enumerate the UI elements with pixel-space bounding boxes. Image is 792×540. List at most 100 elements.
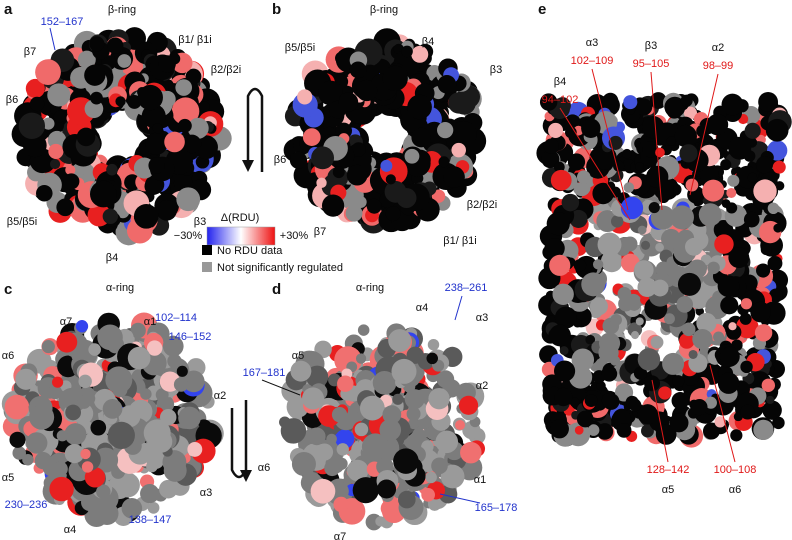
surface-blob bbox=[679, 333, 695, 349]
surface-blob bbox=[641, 240, 651, 250]
surface-blob bbox=[721, 93, 744, 116]
label: α7 bbox=[334, 531, 346, 540]
label: β6 bbox=[6, 94, 18, 106]
surface-blob bbox=[622, 236, 638, 252]
surface-blob bbox=[366, 198, 382, 214]
surface-blob bbox=[642, 141, 659, 158]
surface-blob bbox=[160, 408, 177, 426]
leader-line bbox=[650, 71, 663, 211]
surface-blob bbox=[589, 297, 608, 316]
surface-blob bbox=[143, 419, 171, 447]
surface-blob bbox=[581, 118, 601, 138]
leader-line bbox=[261, 379, 301, 396]
surface-blob bbox=[316, 177, 327, 188]
surface-blob bbox=[375, 516, 386, 527]
surface-blob bbox=[164, 131, 185, 153]
surface-blob bbox=[641, 424, 654, 438]
surface-blob bbox=[719, 346, 740, 367]
surface-blob bbox=[114, 472, 140, 498]
surface-blob bbox=[421, 487, 435, 502]
surface-blob bbox=[145, 132, 168, 155]
surface-blob bbox=[398, 490, 416, 509]
surface-blob bbox=[280, 418, 307, 444]
surface-blob bbox=[305, 365, 329, 388]
surface-blob bbox=[740, 298, 753, 310]
label: α5 bbox=[292, 350, 304, 362]
surface-blob bbox=[372, 370, 397, 395]
surface-blob bbox=[95, 501, 119, 525]
surface-blob bbox=[84, 467, 106, 488]
label: Not significantly regulated bbox=[217, 262, 343, 274]
surface-blob bbox=[310, 478, 336, 504]
surface-blob bbox=[664, 96, 686, 118]
surface-blob bbox=[549, 324, 571, 347]
surface-blob bbox=[727, 174, 740, 187]
label: α6 bbox=[2, 350, 14, 362]
surface-blob bbox=[448, 92, 470, 114]
surface-blob bbox=[89, 36, 105, 52]
surface-blob bbox=[574, 425, 584, 435]
label: 138–147 bbox=[129, 514, 172, 526]
surface-blob bbox=[637, 404, 658, 425]
surface-blob bbox=[48, 143, 64, 159]
label: e bbox=[538, 1, 546, 18]
surface-blob bbox=[688, 349, 698, 359]
surface-blob bbox=[696, 312, 717, 334]
surface-blob bbox=[321, 194, 345, 217]
surface-blob bbox=[696, 124, 710, 138]
surface-blob bbox=[666, 136, 677, 146]
surface-blob bbox=[561, 193, 580, 212]
surface-blob bbox=[53, 110, 66, 123]
surface-blob bbox=[42, 117, 55, 130]
surface-blob bbox=[637, 277, 657, 298]
surface-blob bbox=[623, 182, 635, 193]
surface-blob bbox=[406, 346, 424, 364]
label: α3 bbox=[586, 37, 598, 49]
surface-blob bbox=[548, 122, 564, 138]
surface-blob bbox=[118, 405, 141, 428]
label: α4 bbox=[64, 524, 76, 536]
label: α2 bbox=[712, 42, 724, 54]
surface-blob bbox=[571, 348, 595, 372]
label: 95–105 bbox=[633, 58, 670, 70]
surface-blob bbox=[676, 296, 694, 313]
surface-blob bbox=[761, 378, 776, 393]
surface-blob bbox=[601, 392, 617, 408]
surface-blob bbox=[307, 427, 326, 446]
surface-blob bbox=[291, 452, 316, 477]
label: No RDU data bbox=[217, 245, 283, 257]
surface-blob bbox=[140, 484, 160, 504]
surface-blob bbox=[102, 208, 119, 224]
surface-blob bbox=[637, 348, 661, 371]
surface-blob bbox=[173, 377, 189, 392]
surface-blob bbox=[359, 395, 385, 421]
leader-line bbox=[49, 27, 56, 51]
surface-blob bbox=[382, 65, 408, 92]
surface-blob bbox=[406, 406, 421, 421]
surface-blob bbox=[176, 187, 201, 212]
surface-blob bbox=[421, 440, 434, 453]
surface-blob bbox=[552, 283, 574, 305]
surface-blob bbox=[290, 360, 312, 382]
surface-blob bbox=[596, 423, 614, 440]
surface-blob bbox=[140, 388, 152, 400]
surface-blob bbox=[56, 198, 75, 217]
surface-blob bbox=[628, 398, 642, 412]
surface-blob bbox=[714, 234, 734, 254]
surface-blob bbox=[681, 322, 696, 337]
surface-blob bbox=[12, 446, 26, 460]
surface-blob bbox=[554, 306, 577, 329]
surface-blob bbox=[77, 50, 96, 69]
surface-blob bbox=[592, 145, 617, 170]
surface-blob bbox=[76, 127, 96, 147]
surface-blob bbox=[435, 430, 459, 454]
surface-blob bbox=[56, 331, 78, 353]
surface-blob bbox=[617, 287, 632, 301]
surface-blob bbox=[47, 385, 62, 400]
surface-blob bbox=[302, 128, 321, 146]
surface-blob bbox=[773, 417, 784, 429]
surface-blob bbox=[182, 134, 202, 154]
surface-renderings bbox=[1, 27, 792, 531]
surface-blob bbox=[550, 169, 572, 191]
surface-blob bbox=[331, 407, 348, 423]
